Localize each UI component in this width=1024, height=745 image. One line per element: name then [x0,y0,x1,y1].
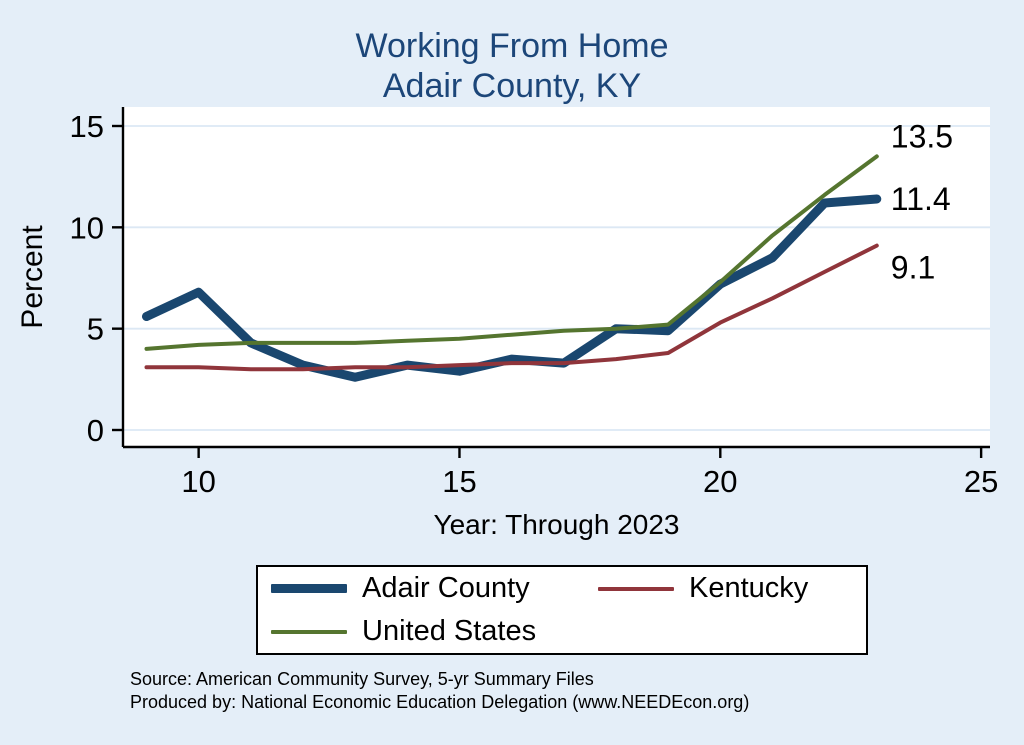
y-tick-label: 15 [70,109,104,144]
end-value-label-kentucky: 9.1 [891,250,935,286]
y-axis-label: Percent [16,225,49,329]
plot-area [123,107,990,447]
legend-label-united-states: United States [362,615,537,647]
x-tick-label: 15 [442,464,476,499]
legend-item-united-states: United States [258,615,562,648]
y-tick-label: 5 [87,312,104,347]
line-chart: 0 5 10 15 10 15 20 25 Percent 11.4 9.1 13.5 [16,107,998,499]
end-value-label-united-states: 13.5 [891,118,953,154]
y-tick-label: 0 [87,413,104,448]
legend-swatch-united-states [271,629,347,634]
page-title-line2: Adair County, KY [382,67,642,106]
legend-item-adair-county: Adair County [258,572,562,605]
page-title: Working From Home Adair County, KY [0,26,1024,106]
series-line-united-states [144,154,879,351]
producer-note: Produced by: National Economic Education… [130,691,750,712]
end-value-label-adair-county: 11.4 [891,181,951,217]
x-tick-label: 10 [181,464,215,499]
series-line-kentucky [144,243,879,372]
legend: Adair County Kentucky United States [256,565,868,655]
legend-swatch-kentucky [598,586,674,591]
legend-item-kentucky: Kentucky [562,572,866,605]
x-axis-label: Year: Through 2023 [433,509,680,540]
footer-notes: Source: American Community Survey, 5-yr … [130,668,749,713]
legend-swatch-adair-county [271,584,347,593]
legend-label-adair-county: Adair County [362,572,530,604]
x-tick-label: 20 [703,464,737,499]
x-tick-label: 25 [964,464,998,499]
y-tick-label: 10 [70,210,104,245]
legend-label-kentucky: Kentucky [689,572,809,604]
source-note: Source: American Community Survey, 5-yr … [130,669,594,689]
page-title-line1: Working From Home [355,27,669,65]
series-line-adair-county [142,194,882,382]
